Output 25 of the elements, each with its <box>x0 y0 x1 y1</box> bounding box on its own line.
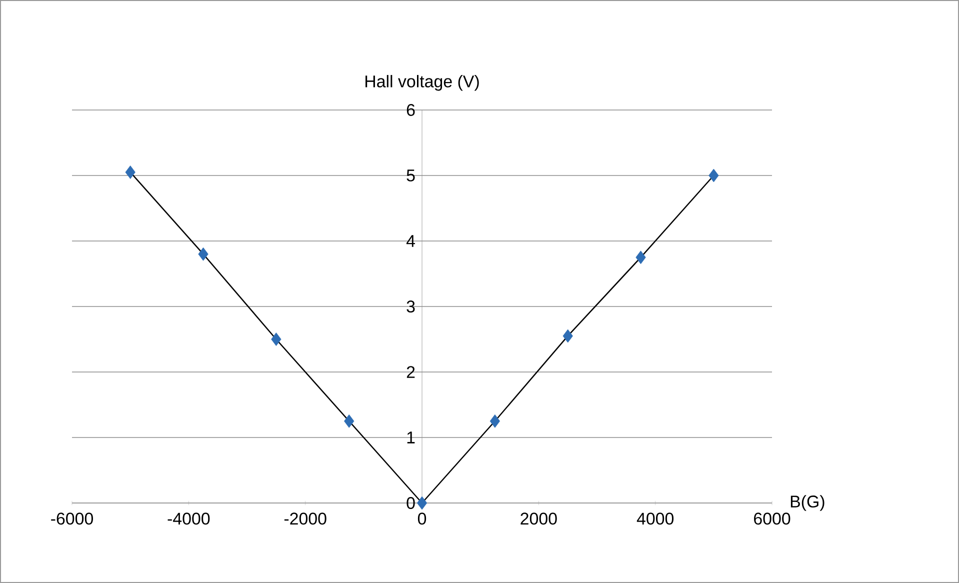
x-tick-label: -6000 <box>51 512 93 525</box>
x-axis-title: B(G) <box>790 495 824 511</box>
x-tick-label: -4000 <box>168 512 210 525</box>
x-tick-label: 2000 <box>520 512 557 525</box>
point <box>416 496 428 510</box>
point <box>198 247 208 261</box>
y-axis-title: Hall voltage (V) <box>366 74 479 91</box>
y-tick-label: 0 <box>406 497 415 510</box>
point <box>490 414 500 428</box>
y-tick-label: 5 <box>406 170 415 182</box>
point <box>271 332 282 346</box>
y-tick-label: 6 <box>406 104 415 116</box>
x-tick-label: -2000 <box>284 512 326 525</box>
x-tick-label: 6000 <box>754 512 790 525</box>
y-tick-label: 3 <box>406 300 415 312</box>
x-tick-label: 0 <box>418 512 426 525</box>
y-tick-label: 1 <box>407 432 415 444</box>
point <box>562 329 573 343</box>
x-tick-label: 4000 <box>636 512 674 525</box>
point <box>344 414 354 428</box>
y-tick-label: 4 <box>406 235 415 247</box>
point <box>636 250 646 264</box>
point <box>125 166 136 179</box>
y-tick-label: 2 <box>406 366 415 378</box>
point <box>708 168 719 182</box>
